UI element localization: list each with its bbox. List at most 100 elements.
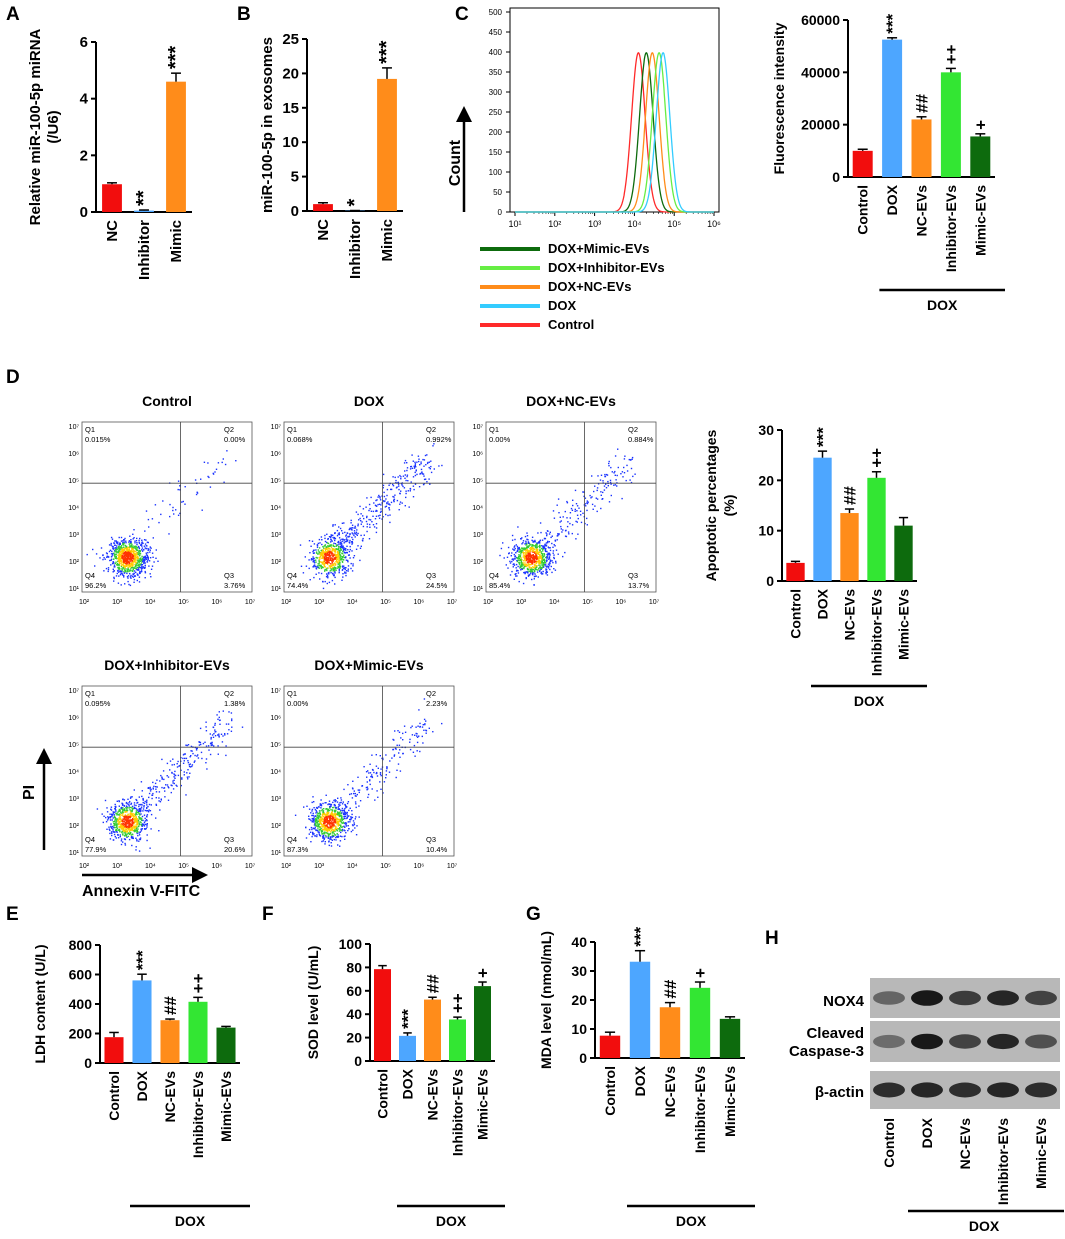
scatter-point	[539, 552, 540, 553]
scatter-point	[137, 823, 138, 824]
scatter-point	[332, 802, 333, 803]
scatter-point	[441, 465, 442, 466]
scatter-point	[597, 487, 598, 488]
scatter-point	[132, 576, 133, 577]
scatter-point	[509, 561, 510, 562]
significance-mark: ***	[399, 1009, 418, 1029]
scatter-point	[137, 560, 138, 561]
scatter-point	[115, 547, 116, 548]
scatter-point	[197, 492, 198, 493]
scatter-point	[386, 495, 387, 496]
scatter-point	[369, 508, 370, 509]
scatter-point	[114, 831, 115, 832]
scatter-point	[143, 559, 144, 560]
legend-label: DOX+Inhibitor-EVs	[548, 260, 665, 275]
scatter-point	[119, 552, 120, 553]
scatter-point	[335, 564, 336, 565]
scatter-point	[332, 562, 333, 563]
scatter-point	[200, 479, 201, 480]
scatter-point	[124, 835, 125, 836]
scatter-point	[348, 810, 349, 811]
bar-dox	[813, 458, 831, 581]
y-tick-label: 100	[489, 168, 503, 177]
scatter-point	[527, 561, 528, 562]
scatter-point	[398, 484, 399, 485]
scatter-point	[124, 821, 125, 822]
scatter-point	[205, 722, 206, 723]
y-tick-label: 80	[346, 959, 362, 975]
scatter-point	[145, 810, 146, 811]
scatter-point	[335, 810, 336, 811]
scatter-point	[317, 815, 318, 816]
scatter-point	[159, 780, 160, 781]
scatter-point	[129, 839, 130, 840]
scatter-point	[526, 544, 527, 545]
scatter-point	[362, 515, 363, 516]
scatter-point	[133, 529, 134, 530]
scatter-point	[371, 774, 372, 775]
scatter-point	[139, 577, 140, 578]
scatter-point	[140, 545, 141, 546]
scatter-point	[350, 568, 351, 569]
scatter-point	[122, 557, 123, 558]
scatter-point	[134, 555, 135, 556]
scatter-point	[321, 819, 322, 820]
scatter-point	[515, 574, 516, 575]
flow-plot-title: DOX+Inhibitor-EVs	[104, 657, 230, 673]
scatter-point	[323, 560, 324, 561]
scatter-point	[545, 532, 546, 533]
scatter-point	[558, 512, 559, 513]
scatter-point	[515, 548, 516, 549]
scatter-point	[145, 539, 146, 540]
scatter-point	[542, 564, 543, 565]
scatter-point	[185, 745, 186, 746]
scatter-point	[331, 554, 332, 555]
scatter-point	[405, 460, 406, 461]
quadrant-q4-name: Q4	[287, 835, 297, 844]
scatter-point	[163, 770, 164, 771]
scatter-point	[318, 818, 319, 819]
scatter-point	[129, 814, 130, 815]
significance-mark: ***	[133, 950, 152, 970]
scatter-point	[364, 535, 365, 536]
scatter-point	[548, 547, 549, 548]
y-axis-label: miR-100-5p in exosomes	[259, 37, 276, 213]
scatter-point	[529, 574, 530, 575]
scatter-point	[103, 570, 104, 571]
scatter-point	[114, 823, 115, 824]
scatter-point	[223, 482, 224, 483]
bar-inhibitor	[134, 211, 154, 212]
scatter-point	[120, 571, 121, 572]
scatter-point	[125, 844, 126, 845]
scatter-point	[326, 795, 327, 796]
bar-nc-evs	[424, 1000, 441, 1061]
scatter-point	[184, 758, 185, 759]
scatter-point	[328, 572, 329, 573]
scatter-point	[231, 712, 232, 713]
scatter-point	[148, 788, 149, 789]
scatter-point	[134, 541, 135, 542]
y-tick-label: 10¹	[473, 586, 484, 593]
scatter-point	[532, 571, 533, 572]
bar-nc	[102, 184, 122, 212]
scatter-point	[342, 533, 343, 534]
scatter-point	[222, 741, 223, 742]
scatter-point	[124, 572, 125, 573]
scatter-point	[142, 816, 143, 817]
scatter-point	[535, 544, 536, 545]
scatter-point	[363, 526, 364, 527]
scatter-point	[335, 543, 336, 544]
bar-mimic	[377, 79, 397, 211]
quadrant-q4-value: 96.2%	[85, 581, 107, 590]
scatter-point	[536, 553, 537, 554]
scatter-point	[321, 539, 322, 540]
scatter-point	[416, 462, 417, 463]
scatter-point	[316, 836, 317, 837]
scatter-point	[422, 742, 423, 743]
quadrant-q1-value: 0.015%	[85, 435, 111, 444]
scatter-point	[516, 560, 517, 561]
scatter-point	[126, 548, 127, 549]
scatter-point	[127, 807, 128, 808]
scatter-point	[337, 798, 338, 799]
scatter-point	[343, 566, 344, 567]
